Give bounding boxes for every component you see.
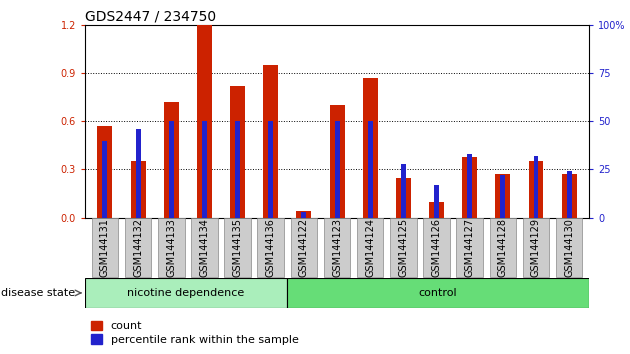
FancyBboxPatch shape	[125, 218, 151, 277]
Bar	[566, 171, 571, 218]
FancyBboxPatch shape	[490, 218, 516, 277]
Bar	[368, 121, 373, 218]
Bar	[396, 177, 411, 218]
Legend: count, percentile rank within the sample: count, percentile rank within the sample	[91, 321, 299, 345]
FancyBboxPatch shape	[92, 218, 118, 277]
Bar	[500, 175, 505, 218]
Text: GSM144132: GSM144132	[133, 218, 143, 277]
Text: nicotine dependence: nicotine dependence	[127, 288, 244, 298]
Bar	[467, 154, 472, 218]
FancyBboxPatch shape	[287, 278, 589, 308]
Text: GSM144130: GSM144130	[564, 218, 574, 277]
FancyBboxPatch shape	[224, 218, 251, 277]
Bar	[529, 161, 544, 218]
Text: control: control	[418, 288, 457, 298]
Text: GSM144134: GSM144134	[200, 218, 209, 277]
FancyBboxPatch shape	[523, 218, 549, 277]
Bar	[301, 212, 306, 218]
FancyBboxPatch shape	[290, 218, 317, 277]
Bar	[103, 141, 108, 218]
Text: GDS2447 / 234750: GDS2447 / 234750	[85, 10, 216, 24]
Bar	[98, 126, 112, 218]
Text: GSM144135: GSM144135	[232, 218, 243, 277]
Text: GSM144129: GSM144129	[531, 218, 541, 277]
Bar	[329, 105, 345, 218]
FancyBboxPatch shape	[390, 218, 416, 277]
FancyBboxPatch shape	[158, 218, 185, 277]
Bar	[534, 156, 539, 218]
Text: GSM144123: GSM144123	[332, 218, 342, 277]
Text: GSM144131: GSM144131	[100, 218, 110, 277]
Bar	[130, 161, 146, 218]
Bar	[135, 129, 140, 218]
Bar	[164, 102, 179, 218]
Bar	[434, 185, 439, 218]
Bar	[169, 121, 174, 218]
FancyBboxPatch shape	[191, 218, 218, 277]
Bar	[297, 211, 311, 218]
Text: GSM144136: GSM144136	[266, 218, 276, 277]
FancyBboxPatch shape	[357, 218, 384, 277]
FancyBboxPatch shape	[85, 278, 287, 308]
Bar	[230, 86, 245, 218]
Bar	[429, 202, 444, 218]
FancyBboxPatch shape	[456, 218, 483, 277]
Bar	[202, 121, 207, 218]
Bar	[401, 164, 406, 218]
Bar	[268, 121, 273, 218]
Text: GSM144133: GSM144133	[166, 218, 176, 277]
Bar	[197, 25, 212, 218]
Text: GSM144125: GSM144125	[398, 218, 408, 278]
Text: GSM144122: GSM144122	[299, 218, 309, 278]
FancyBboxPatch shape	[324, 218, 350, 277]
Text: disease state: disease state	[1, 288, 75, 298]
FancyBboxPatch shape	[556, 218, 582, 277]
Text: GSM144127: GSM144127	[465, 218, 474, 278]
Bar	[462, 156, 477, 218]
Bar	[363, 78, 377, 218]
FancyBboxPatch shape	[423, 218, 450, 277]
Text: GSM144128: GSM144128	[498, 218, 508, 277]
Text: GSM144124: GSM144124	[365, 218, 375, 277]
Bar	[335, 121, 340, 218]
Bar	[495, 174, 510, 218]
Bar	[235, 121, 240, 218]
FancyBboxPatch shape	[258, 218, 284, 277]
Bar	[562, 174, 576, 218]
Bar	[263, 65, 278, 218]
Text: GSM144126: GSM144126	[432, 218, 442, 277]
